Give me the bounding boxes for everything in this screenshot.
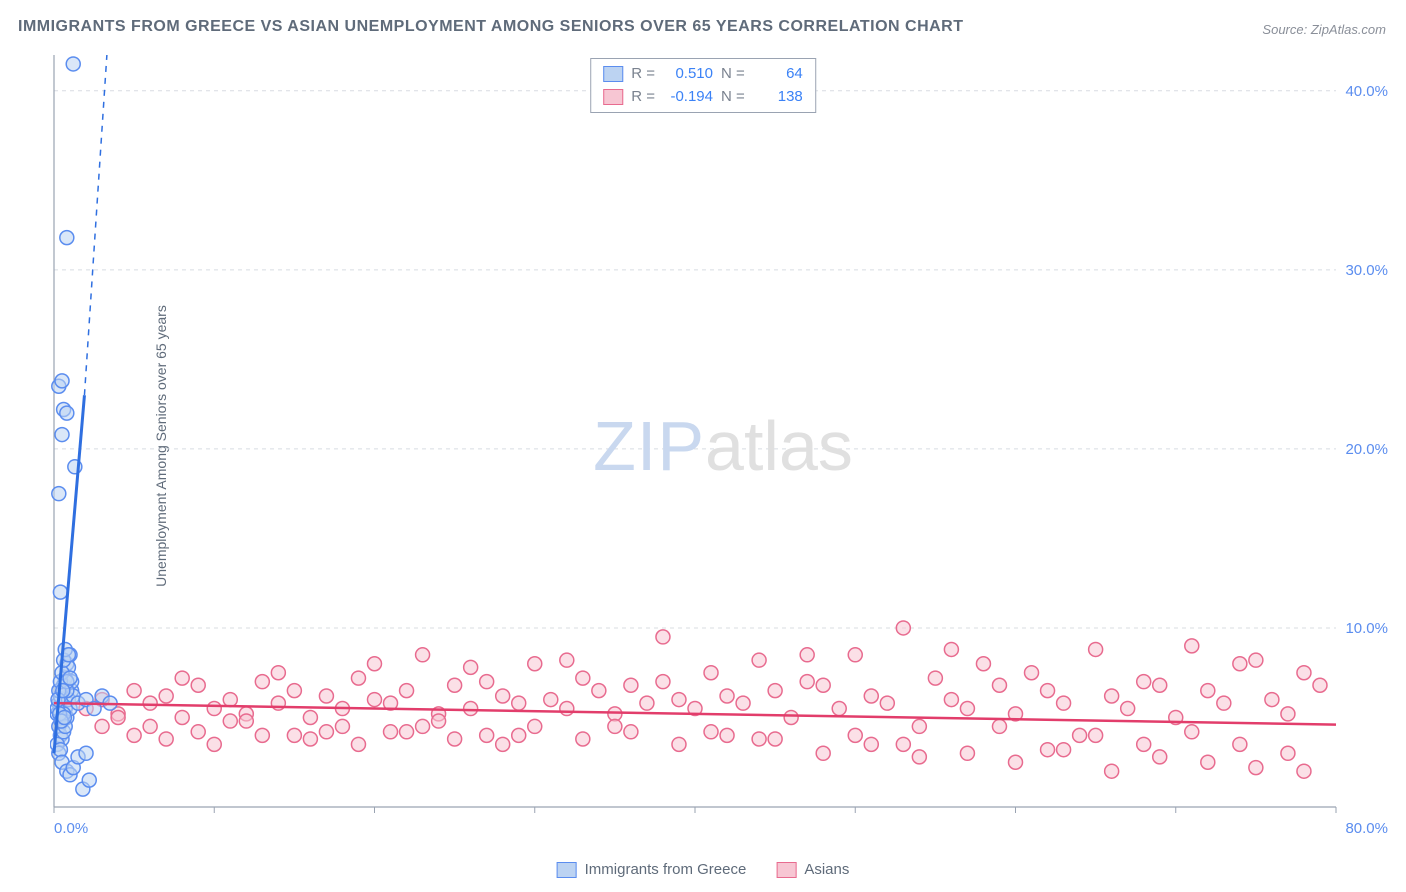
r-label: R = — [631, 86, 655, 109]
legend-swatch-greece — [603, 66, 623, 82]
legend-row-asians: R = -0.194 N = 138 — [603, 86, 803, 109]
r-value-greece: 0.510 — [663, 63, 713, 86]
svg-text:40.0%: 40.0% — [1345, 83, 1388, 100]
correlation-legend: R = 0.510 N = 64 R = -0.194 N = 138 — [590, 58, 816, 113]
chart-area: 10.0%20.0%30.0%40.0%0.0%80.0% ZIPatlas — [50, 55, 1396, 837]
legend-item-asians: Asians — [776, 861, 849, 878]
legend-swatch-greece-bottom — [557, 862, 577, 878]
legend-label-asians: Asians — [804, 861, 849, 878]
chart-title: IMMIGRANTS FROM GREECE VS ASIAN UNEMPLOY… — [18, 18, 964, 36]
legend-item-greece: Immigrants from Greece — [557, 861, 747, 878]
n-value-asians: 138 — [753, 86, 803, 109]
legend-swatch-asians-bottom — [776, 862, 796, 878]
legend-row-greece: R = 0.510 N = 64 — [603, 63, 803, 86]
r-value-asians: -0.194 — [663, 86, 713, 109]
series-legend: Immigrants from Greece Asians — [557, 861, 850, 878]
legend-label-greece: Immigrants from Greece — [585, 861, 747, 878]
source-label: Source: — [1262, 22, 1307, 37]
n-label: N = — [721, 63, 745, 86]
svg-text:0.0%: 0.0% — [54, 820, 88, 837]
scatter-chart: 10.0% 20.0% 30.0% 40.0% 0.0% 80.0% — [50, 55, 1396, 837]
svg-text:80.0%: 80.0% — [1345, 820, 1388, 837]
svg-text:20.0%: 20.0% — [1345, 441, 1388, 458]
svg-text:30.0%: 30.0% — [1345, 262, 1388, 279]
legend-swatch-asians — [603, 89, 623, 105]
source-credit: Source: ZipAtlas.com — [1262, 22, 1386, 37]
n-label: N = — [721, 86, 745, 109]
svg-text:10.0%: 10.0% — [1345, 620, 1388, 637]
source-site: ZipAtlas.com — [1311, 22, 1386, 37]
n-value-greece: 64 — [753, 63, 803, 86]
r-label: R = — [631, 63, 655, 86]
